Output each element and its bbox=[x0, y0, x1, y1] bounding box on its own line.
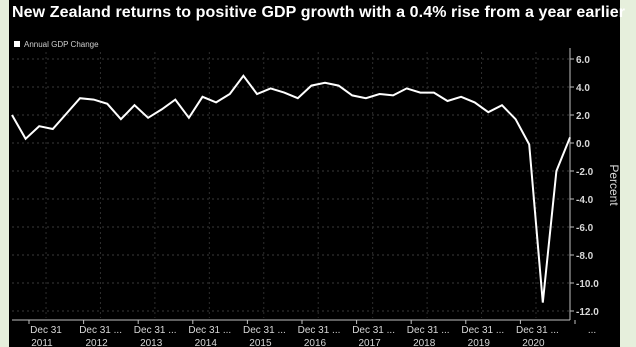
series bbox=[11, 74, 571, 304]
data-point bbox=[365, 97, 367, 99]
axis-labels: 6.0 4.0 2.0 0.0 -2.0 -4.0 -6.0 -8.0 -10.0 -12.0 Pe… bbox=[30, 55, 620, 347]
axes bbox=[12, 48, 576, 324]
data-point bbox=[460, 96, 462, 98]
data-point bbox=[242, 75, 244, 77]
data-point bbox=[120, 118, 122, 120]
data-point bbox=[297, 97, 299, 99]
data-point bbox=[324, 82, 326, 84]
data-point bbox=[338, 85, 340, 87]
series-line bbox=[11, 74, 571, 303]
x-tick-label: Dec 31 ... bbox=[407, 325, 450, 336]
x-tick-year-label: 2017 bbox=[358, 338, 381, 347]
x-tick-label: Dec 31 ... bbox=[352, 325, 395, 336]
data-point bbox=[38, 125, 40, 127]
x-tick-year-label: 2011 bbox=[31, 338, 53, 347]
x-tick-year-label: 2012 bbox=[85, 338, 108, 347]
x-tick-label: Dec 31 ... bbox=[461, 325, 504, 336]
data-point bbox=[515, 118, 517, 120]
data-point bbox=[188, 117, 190, 119]
data-point bbox=[542, 302, 544, 304]
data-point bbox=[474, 101, 476, 103]
data-point bbox=[79, 97, 81, 99]
y-tick-label: -2.0 bbox=[576, 167, 594, 178]
x-tick-year-label: 2015 bbox=[249, 338, 272, 347]
legend: Annual GDP Change bbox=[14, 38, 99, 50]
data-point bbox=[392, 94, 394, 96]
data-point bbox=[283, 92, 285, 94]
data-point bbox=[11, 114, 13, 116]
data-point bbox=[419, 92, 421, 94]
legend-label: Annual GDP Change bbox=[24, 39, 99, 49]
data-point bbox=[65, 113, 67, 115]
y-tick-label: -10.0 bbox=[576, 279, 599, 290]
x-tick-label: Dec 31 ... bbox=[243, 325, 286, 336]
x-tick-label: Dec 31 ... bbox=[298, 325, 341, 336]
line-chart: 6.0 4.0 2.0 0.0 -2.0 -4.0 -6.0 -8.0 -10.0 -12.0 Pe… bbox=[11, 48, 620, 347]
data-point bbox=[487, 111, 489, 113]
data-point bbox=[52, 128, 54, 130]
data-point bbox=[447, 100, 449, 102]
x-tick-year-label: 2014 bbox=[195, 338, 218, 347]
legend-swatch bbox=[14, 41, 20, 47]
data-point bbox=[106, 103, 108, 105]
data-point bbox=[229, 93, 231, 95]
data-point bbox=[256, 93, 258, 95]
data-point bbox=[25, 138, 27, 140]
y-tick-label: 0.0 bbox=[576, 139, 590, 150]
data-point bbox=[310, 85, 312, 87]
data-point bbox=[215, 101, 217, 103]
chart-panel: New Zealand returns to positive GDP grow… bbox=[9, 0, 625, 347]
x-tick-label: Dec 31 ... bbox=[516, 325, 559, 336]
x-tick-year-label: 2020 bbox=[522, 338, 545, 347]
data-point bbox=[202, 96, 204, 98]
x-tick-year-label: 2013 bbox=[140, 338, 163, 347]
data-point bbox=[161, 108, 163, 110]
y-tick-label: -6.0 bbox=[576, 223, 594, 234]
x-tick-label: Dec 31 ... bbox=[134, 325, 177, 336]
data-point bbox=[147, 117, 149, 119]
y-axis-title: Percent bbox=[607, 164, 620, 206]
chart-title: New Zealand returns to positive GDP grow… bbox=[12, 4, 626, 21]
data-point bbox=[569, 136, 571, 138]
x-tick-year-label: 2018 bbox=[413, 338, 436, 347]
y-tick-label: 4.0 bbox=[576, 83, 590, 94]
x-tick-label: Dec 31 ... bbox=[188, 325, 231, 336]
x-tick-year-label: 2019 bbox=[468, 338, 491, 347]
grid bbox=[12, 52, 570, 318]
x-tick-label: ... bbox=[588, 325, 596, 336]
data-point bbox=[133, 104, 135, 106]
data-point bbox=[528, 143, 530, 145]
x-tick-label: Dec 31 ... bbox=[79, 325, 122, 336]
data-point bbox=[174, 99, 176, 101]
y-tick-label: 2.0 bbox=[576, 111, 590, 122]
y-tick-label: -8.0 bbox=[576, 251, 594, 262]
y-tick-label: -12.0 bbox=[576, 307, 599, 318]
data-point bbox=[406, 87, 408, 89]
x-tick-year-label: 2016 bbox=[304, 338, 327, 347]
data-point bbox=[555, 170, 557, 172]
x-tick-label: Dec 31 bbox=[30, 325, 62, 336]
data-point bbox=[270, 87, 272, 89]
y-tick-label: 6.0 bbox=[576, 55, 590, 66]
data-point bbox=[93, 99, 95, 101]
data-point bbox=[501, 104, 503, 106]
y-tick-label: -4.0 bbox=[576, 195, 594, 206]
data-point bbox=[433, 92, 435, 94]
data-point bbox=[378, 93, 380, 95]
data-point bbox=[351, 94, 353, 96]
